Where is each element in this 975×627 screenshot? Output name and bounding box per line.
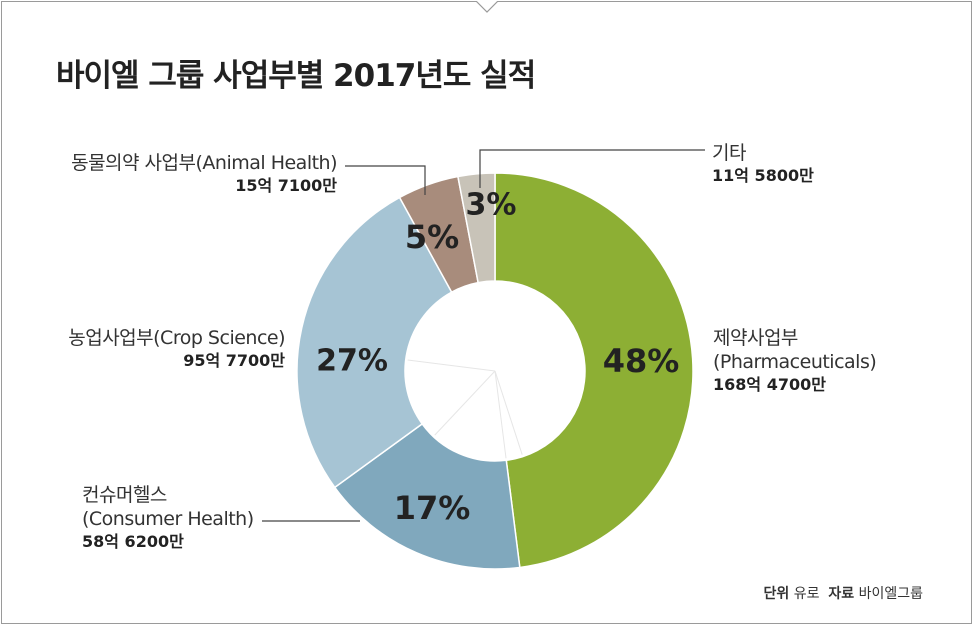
label-animal-health: 동물의약 사업부(Animal Health) 15억 7100만 [71,152,337,196]
slice-crop-science [296,196,453,489]
label-pharmaceuticals-amount: 168억 4700만 [713,374,826,394]
pct-consumer-health: 17% [394,489,471,527]
leader-other [479,149,705,188]
label-other-amount: 11억 5800만 [712,165,814,185]
hole-guides [407,359,523,459]
unit-key: 단위 [763,586,790,602]
label-consumer-health-amount: 58억 6200만 [82,531,184,551]
source-value: 바이엘그룹 [858,586,923,602]
label-pharmaceuticals-name: 제약사업부 [713,327,798,349]
percent-labels: 48% 17% 27% 5%3% [316,188,679,528]
source-key: 자료 [828,586,855,602]
label-crop-science-name: 농업사업부(Crop Science) [68,327,285,349]
pct-animal-health: 5% [405,218,459,256]
notch-chevron-icon [475,1,499,13]
slice-other [457,172,496,284]
label-other: 기타 11억 5800만 [712,142,814,186]
leader-animal-health [345,165,426,195]
unit-value: 유로 [793,586,820,602]
label-animal-health-amount: 15억 7100만 [235,175,337,195]
pct-other: 3% [466,188,517,223]
pct-pharmaceuticals: 48% [603,342,680,380]
chart-title: 바이엘 그룹 사업부별 2017년도 실적 [56,58,536,94]
label-other-name: 기타 [712,142,746,164]
slice-consumer-health [333,422,521,570]
slices-group [296,172,694,570]
label-consumer-health-name: 컨슈머헬스 [82,484,167,506]
label-consumer-health: 컨슈머헬스 (Consumer Health) 58억 6200만 [82,484,254,552]
label-crop-science-amount: 95억 7700만 [183,350,285,370]
label-animal-health-name: 동물의약 사업부(Animal Health) [71,152,337,174]
label-pharmaceuticals: 제약사업부 (Pharmaceuticals) 168억 4700만 [713,327,877,395]
source-note: 단위 유로 자료 바이엘그룹 [763,583,923,603]
slice-pharmaceuticals [494,172,694,569]
label-consumer-health-name-en: (Consumer Health) [82,507,254,530]
label-pharmaceuticals-name-en: (Pharmaceuticals) [713,350,877,373]
leader-lines [262,149,705,522]
label-crop-science: 농업사업부(Crop Science) 95억 7700만 [68,327,285,371]
pct-crop-science: 27% [316,344,388,379]
